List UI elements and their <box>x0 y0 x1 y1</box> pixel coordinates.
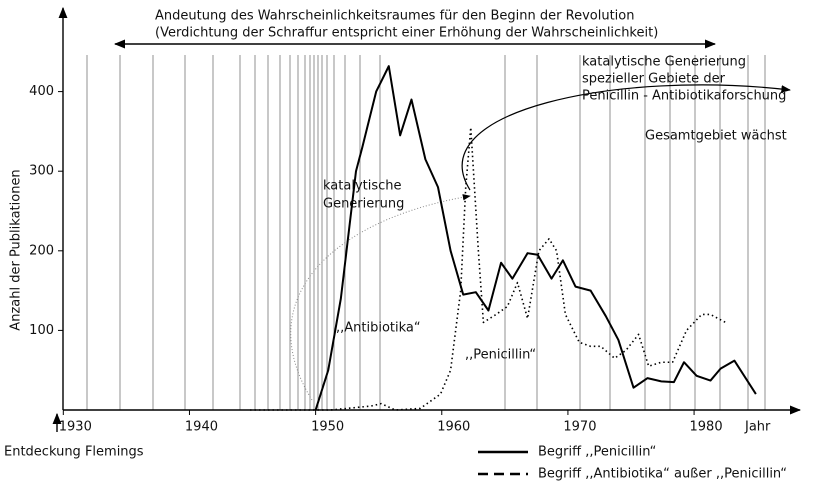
x-tick-label: 1940 <box>185 420 218 435</box>
y-axis-label: Anzahl der Publikationen <box>9 169 24 330</box>
y-tick-label: 100 <box>29 323 54 338</box>
curve-arrow <box>461 84 791 191</box>
legend-label: Begriff ,,Penicillin“ <box>538 445 656 460</box>
x-axis-label: Jahr <box>744 420 771 435</box>
y-tick-label: 400 <box>29 84 54 99</box>
annotation: ,,Penicillin“ <box>465 348 536 363</box>
annotation: Generierung <box>323 197 404 212</box>
title: (Verdichtung der Schraffur entspricht ei… <box>155 26 658 41</box>
curve-arrow <box>290 194 471 401</box>
line-series <box>314 65 757 411</box>
line-series <box>250 126 726 411</box>
annotation: ,,Antibiotika“ <box>336 321 421 336</box>
annotation: Gesamtgebiet wächst <box>645 129 787 144</box>
x-tick-label: 1970 <box>563 420 596 435</box>
y-tick-label: 200 <box>29 243 54 258</box>
x-tick-label: 1980 <box>690 420 723 435</box>
legend-label: Begriff ,,Antibiotika“ außer ,,Penicilli… <box>538 467 787 482</box>
x-tick-label: 1960 <box>437 420 470 435</box>
annotation: katalytische <box>323 179 402 194</box>
annotation: Penicillin - Antibiotikaforschung <box>582 89 786 104</box>
annotation: spezieller Gebiete der <box>582 72 726 87</box>
hatching <box>86 55 766 410</box>
annotation: Entdeckung Flemings <box>4 445 144 460</box>
x-tick-label: 1950 <box>311 420 344 435</box>
x-tick-label: 1930 <box>59 420 92 435</box>
y-tick-label: 300 <box>29 164 54 179</box>
annotation: katalytische Generierung <box>582 55 746 70</box>
title: Andeutung des Wahrscheinlichkeitsraumes … <box>155 9 634 24</box>
